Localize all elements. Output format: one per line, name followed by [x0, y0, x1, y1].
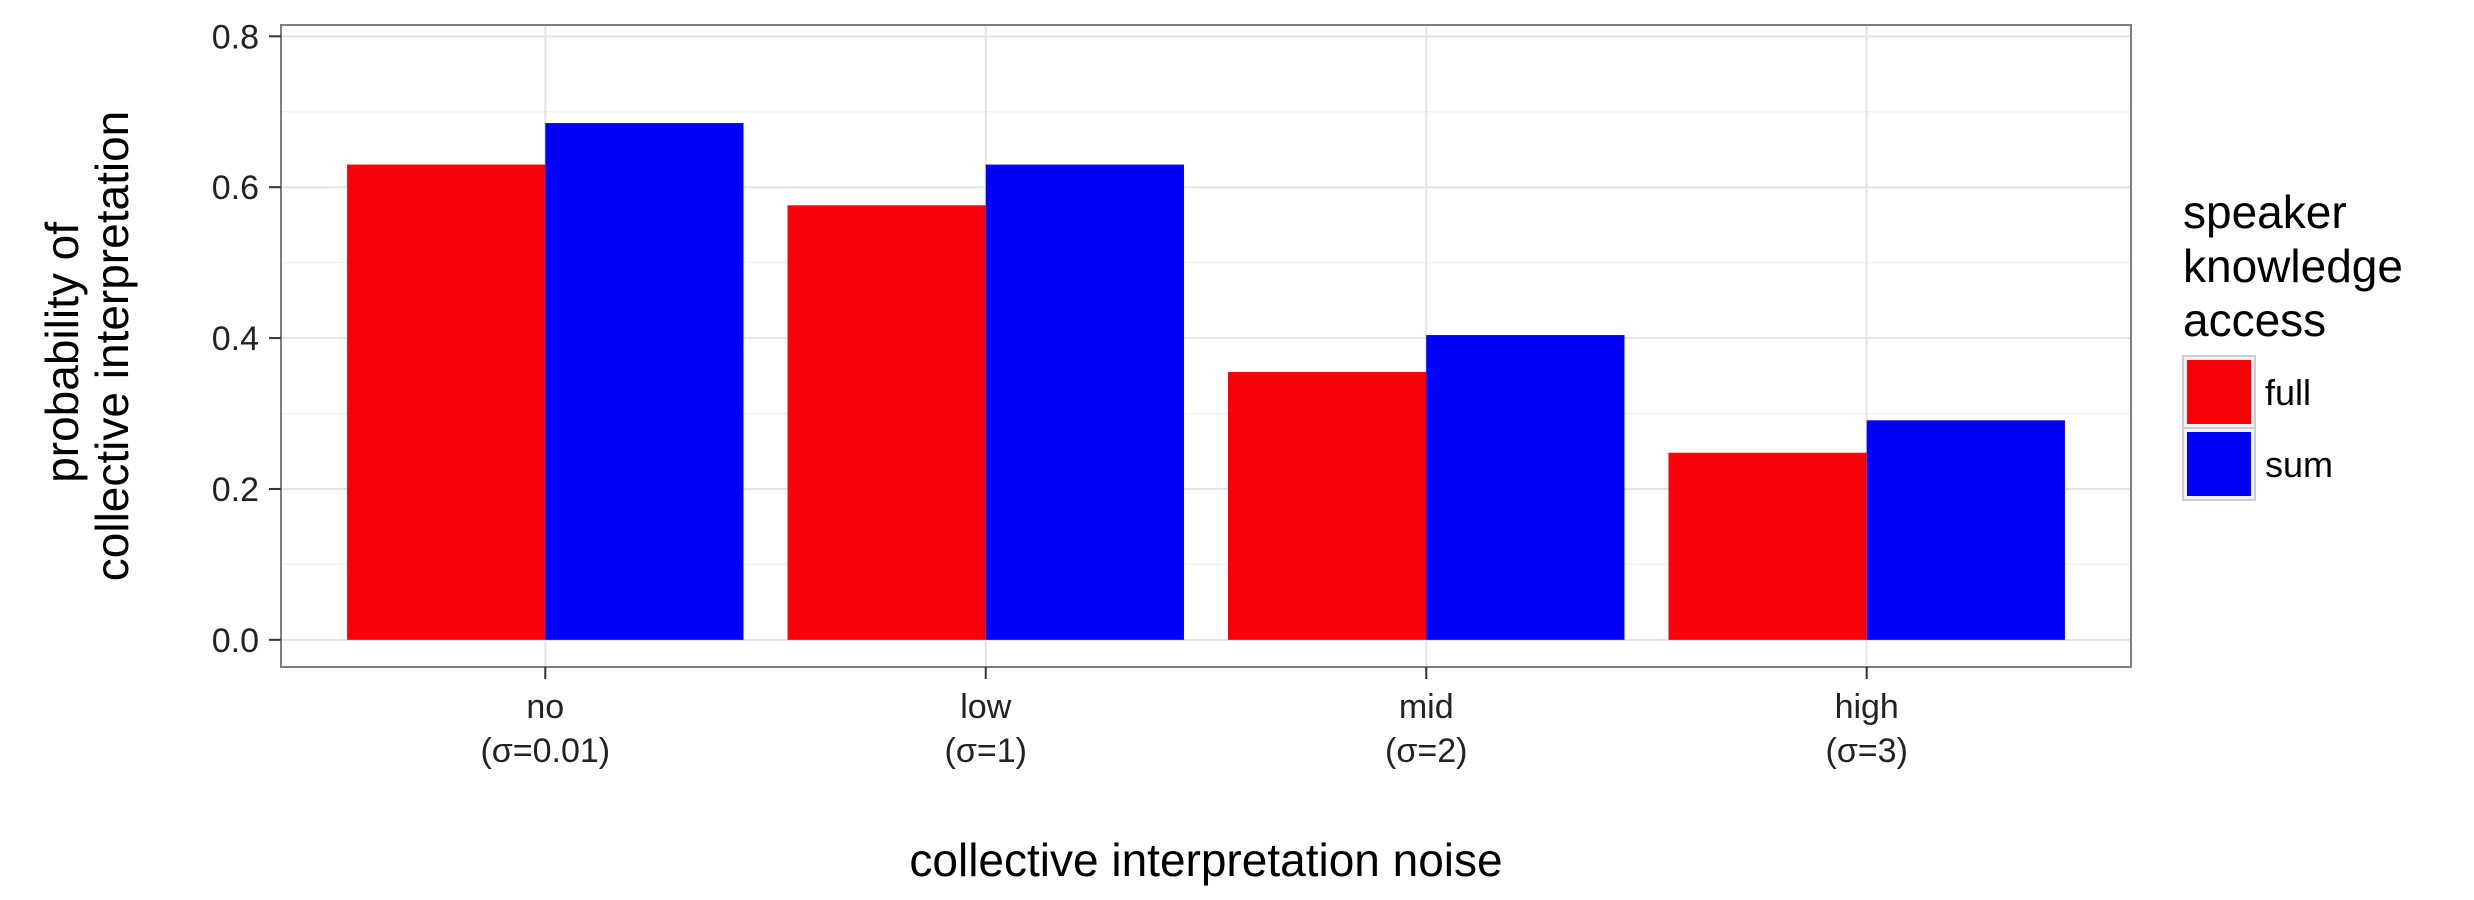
- y-axis-title-line-1: probability of: [36, 222, 88, 483]
- y-tick-label: 0.8: [212, 18, 259, 56]
- bars: [347, 123, 2065, 640]
- bar-sum-1: [985, 164, 1184, 640]
- x-tick-label-line: (σ=2): [1385, 732, 1467, 770]
- legend: speaker knowledge access full sum: [2182, 186, 2416, 501]
- legend-swatch-sum: [2187, 432, 2251, 496]
- x-tick-label-line: (σ=3): [1826, 732, 1908, 770]
- bar-full-0: [347, 164, 546, 640]
- plot-panel-border: [280, 24, 2132, 668]
- x-tick-label-line: mid: [1399, 688, 1454, 726]
- bar-sum-2: [1426, 335, 1625, 640]
- legend-title-line-1: speaker: [2183, 186, 2347, 238]
- legend-label-full: full: [2265, 372, 2311, 413]
- x-tick-label-line: (σ=1): [945, 732, 1027, 770]
- bar-full-3: [1668, 452, 1867, 640]
- y-tick-label: 0.2: [212, 471, 259, 509]
- x-tick-label-line: no: [526, 688, 564, 726]
- y-axis-title-line-2: collective interpretation: [86, 111, 138, 581]
- y-tick-label: 0.0: [212, 622, 259, 660]
- y-axis-title: probability of collective interpretation: [36, 111, 138, 581]
- legend-swatch-full: [2187, 360, 2251, 424]
- x-tick-label: low (σ=1): [945, 688, 1027, 770]
- y-tick-label: 0.6: [212, 169, 259, 207]
- bar-full-1: [787, 205, 986, 640]
- x-tick-label-line: low: [960, 688, 1011, 726]
- x-tick-label: high (σ=3): [1826, 688, 1908, 770]
- x-axis-title: collective interpretation noise: [909, 834, 1502, 886]
- x-tick-label-line: high: [1835, 688, 1899, 726]
- bar-sum-3: [1866, 420, 2065, 640]
- x-tick-label-line: (σ=0.01): [480, 732, 610, 770]
- y-tick-label: 0.4: [212, 320, 259, 358]
- bar-full-2: [1228, 372, 1427, 640]
- legend-title-line-2: knowledge: [2183, 240, 2403, 292]
- legend-label-sum: sum: [2265, 444, 2333, 485]
- legend-title: speaker knowledge access: [2183, 186, 2416, 346]
- legend-title-line-3: access: [2183, 294, 2326, 346]
- x-tick-label: no (σ=0.01): [480, 688, 610, 770]
- legend-items: full sum: [2182, 355, 2333, 501]
- axes: 0.0 0.2 0.4 0.6 0.8 no (σ=0.01) low (σ=1) mid (σ=2…: [212, 18, 1908, 770]
- x-tick-label: mid (σ=2): [1385, 688, 1467, 770]
- bar-sum-0: [545, 123, 744, 640]
